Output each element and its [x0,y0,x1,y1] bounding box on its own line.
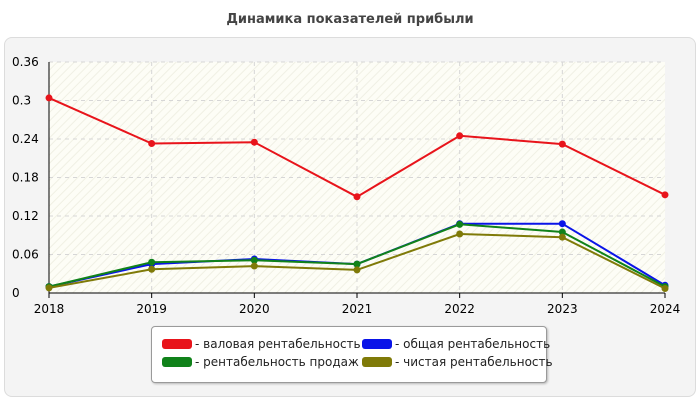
legend-swatch-gross [162,339,192,349]
y-tick-label: 0.24 [12,132,39,146]
data-point-0 [456,132,464,140]
data-point-0 [661,191,669,199]
data-point-3 [250,262,258,270]
data-point-3 [45,284,53,292]
legend-swatch-net [362,357,392,367]
legend-swatch-sales [162,357,192,367]
y-tick-label: 0.12 [12,209,39,223]
data-point-2 [558,228,566,236]
x-tick-label: 2018 [34,302,65,316]
data-point-0 [250,138,258,146]
legend-swatch-total [362,339,392,349]
data-point-2 [353,260,361,268]
legend-label-sales: - рентабельность продаж [195,355,359,369]
y-tick-label: 0.18 [12,171,39,185]
y-tick-label: 0.36 [12,55,39,69]
y-tick-label: 0.3 [12,94,31,108]
y-tick-label: 0 [12,286,20,300]
legend: - валовая рентабельность - общая рентабе… [151,326,553,383]
series-group [45,94,669,293]
data-point-2 [250,256,258,264]
legend-item-net: - чистая рентабельность [362,354,553,370]
x-tick-label: 2021 [342,302,373,316]
y-tick-label: 0.06 [12,248,39,262]
data-point-0 [148,139,156,147]
data-point-3 [353,266,361,274]
data-point-2 [456,220,464,228]
x-tick-label: 2019 [136,302,167,316]
grid [49,61,665,293]
data-point-2 [148,258,156,266]
legend-label-gross: - валовая рентабельность [195,337,361,351]
x-tick-label: 2023 [547,302,578,316]
data-point-3 [661,285,669,293]
data-point-0 [353,193,361,201]
legend-label-total: - общая рентабельность [395,337,551,351]
legend-label-net: - чистая рентабельность [395,355,553,369]
data-point-3 [456,230,464,238]
legend-item-sales: - рентабельность продаж [162,354,359,370]
legend-item-total: - общая рентабельность [362,336,550,352]
data-point-0 [45,94,53,102]
data-point-0 [558,140,566,148]
x-tick-label: 2022 [444,302,475,316]
chart-title: Динамика показателей прибыли [226,12,474,27]
data-point-1 [558,220,566,228]
data-point-3 [558,233,566,241]
x-tick-label: 2020 [239,302,270,316]
x-tick-label: 2024 [650,302,681,316]
legend-item-gross: - валовая рентабельность [162,336,361,352]
axes: 0 0.06 0.12 0.18 0.24 0.3 0.36 2018 2019 2020 2021… [12,55,680,316]
data-point-3 [148,265,156,273]
